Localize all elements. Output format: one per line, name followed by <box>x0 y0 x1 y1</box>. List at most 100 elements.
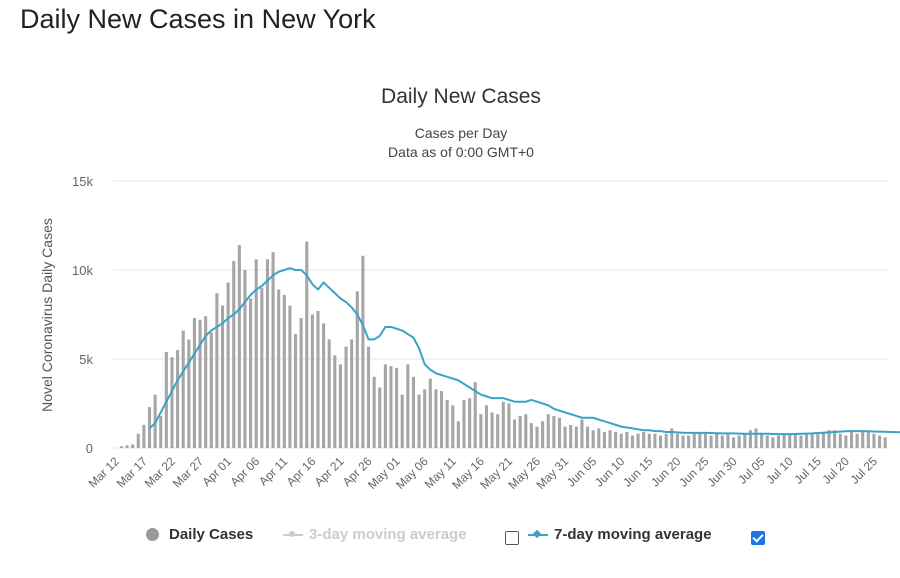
daily-cases-bar[interactable] <box>232 261 236 448</box>
daily-cases-bar[interactable] <box>378 387 382 448</box>
daily-cases-bar[interactable] <box>439 391 444 448</box>
daily-cases-bar[interactable] <box>569 424 573 448</box>
daily-cases-bar[interactable] <box>496 414 500 448</box>
daily-cases-bar[interactable] <box>788 433 792 448</box>
daily-cases-bar[interactable] <box>692 433 696 448</box>
daily-cases-bar[interactable] <box>119 446 123 448</box>
daily-cases-bar[interactable] <box>243 270 247 448</box>
legend-item-3-day-average[interactable]: 3-day moving average <box>283 526 467 543</box>
daily-cases-bar[interactable] <box>591 430 595 448</box>
daily-cases-bar[interactable] <box>557 417 562 448</box>
daily-cases-bar[interactable] <box>204 316 208 448</box>
daily-cases-bar[interactable] <box>344 346 348 448</box>
daily-cases-bar[interactable] <box>451 405 455 448</box>
daily-cases-bar[interactable] <box>715 433 719 448</box>
daily-cases-bar[interactable] <box>215 293 219 448</box>
daily-cases-bar[interactable] <box>675 433 679 448</box>
toggle-7-day-average-checkbox[interactable] <box>751 531 765 545</box>
daily-cases-bar[interactable] <box>237 245 241 448</box>
daily-cases-bar[interactable] <box>760 433 764 448</box>
daily-cases-bar[interactable] <box>630 435 635 448</box>
toggle-3-day-average-checkbox[interactable] <box>505 531 519 545</box>
daily-cases-bar[interactable] <box>844 435 848 448</box>
daily-cases-bar[interactable] <box>428 378 432 448</box>
daily-cases-bar[interactable] <box>720 435 724 448</box>
daily-cases-bar[interactable] <box>608 430 612 448</box>
legend-item-daily-cases[interactable]: Daily Cases <box>146 526 253 543</box>
daily-cases-bar[interactable] <box>732 437 736 448</box>
daily-cases-bar[interactable] <box>198 319 202 448</box>
daily-cases-bar[interactable] <box>305 241 309 448</box>
daily-cases-bar[interactable] <box>366 346 371 448</box>
daily-cases-bar[interactable] <box>322 323 326 448</box>
daily-cases-bar[interactable] <box>406 364 410 448</box>
daily-cases-bar[interactable] <box>389 366 393 448</box>
daily-cases-bar[interactable] <box>580 419 584 448</box>
daily-cases-bar[interactable] <box>754 428 758 448</box>
daily-cases-bar[interactable] <box>181 330 185 448</box>
daily-cases-bar[interactable] <box>383 364 387 448</box>
daily-cases-bar[interactable] <box>220 305 225 448</box>
daily-cases-bar[interactable] <box>142 424 146 448</box>
daily-cases-bar[interactable] <box>709 435 713 448</box>
daily-cases-bar[interactable] <box>821 431 825 448</box>
daily-cases-bar[interactable] <box>636 433 640 448</box>
daily-cases-bar[interactable] <box>462 399 466 448</box>
daily-cases-bar[interactable] <box>810 433 814 448</box>
daily-cases-bar[interactable] <box>748 430 752 448</box>
daily-cases-bar[interactable] <box>878 435 882 448</box>
daily-cases-bar[interactable] <box>737 435 741 448</box>
daily-cases-bar[interactable] <box>518 415 522 448</box>
daily-cases-bar[interactable] <box>260 287 264 448</box>
daily-cases-bar[interactable] <box>827 430 831 448</box>
daily-cases-bar[interactable] <box>293 334 298 448</box>
daily-cases-bar[interactable] <box>254 259 258 448</box>
daily-cases-bar[interactable] <box>659 435 663 448</box>
daily-cases-bar[interactable] <box>799 435 803 448</box>
daily-cases-bar[interactable] <box>625 431 629 448</box>
daily-cases-bar[interactable] <box>776 435 781 448</box>
daily-cases-bar[interactable] <box>434 389 438 448</box>
daily-cases-bar[interactable] <box>833 430 837 448</box>
daily-cases-bar[interactable] <box>805 433 809 448</box>
daily-cases-bar[interactable] <box>647 433 651 448</box>
daily-cases-bar[interactable] <box>131 444 135 448</box>
daily-cases-bar[interactable] <box>524 414 528 448</box>
daily-cases-bar[interactable] <box>541 421 545 448</box>
daily-cases-bar[interactable] <box>546 414 550 448</box>
daily-cases-bar[interactable] <box>866 431 870 448</box>
daily-cases-bar[interactable] <box>271 252 275 448</box>
daily-cases-bar[interactable] <box>614 431 618 448</box>
daily-cases-bar[interactable] <box>395 367 399 448</box>
daily-cases-bar[interactable] <box>838 433 842 448</box>
daily-cases-bar[interactable] <box>473 382 477 448</box>
daily-cases-bar[interactable] <box>512 419 517 448</box>
daily-cases-bar[interactable] <box>883 437 887 448</box>
daily-cases-bar[interactable] <box>288 305 292 448</box>
daily-cases-bar[interactable] <box>484 405 489 448</box>
daily-cases-bar[interactable] <box>355 291 359 448</box>
daily-cases-bar[interactable] <box>490 412 494 448</box>
daily-cases-bar[interactable] <box>468 398 472 448</box>
daily-cases-bar[interactable] <box>159 415 163 448</box>
daily-cases-bar[interactable] <box>529 423 533 448</box>
daily-cases-bar[interactable] <box>176 350 180 448</box>
daily-cases-bar[interactable] <box>361 255 365 448</box>
daily-cases-bar[interactable] <box>249 298 253 448</box>
daily-cases-bar[interactable] <box>726 433 730 448</box>
daily-cases-bar[interactable] <box>400 394 404 448</box>
daily-cases-bar[interactable] <box>670 428 674 448</box>
daily-cases-bar[interactable] <box>793 433 797 448</box>
daily-cases-bar[interactable] <box>333 355 337 448</box>
daily-cases-bar[interactable] <box>445 399 449 448</box>
daily-cases-bar[interactable] <box>552 415 556 448</box>
daily-cases-bar[interactable] <box>411 376 415 448</box>
daily-cases-bar[interactable] <box>765 435 769 448</box>
daily-cases-bar[interactable] <box>535 426 539 448</box>
daily-cases-bar[interactable] <box>136 433 140 448</box>
daily-cases-bar[interactable] <box>507 403 511 449</box>
daily-cases-bar[interactable] <box>282 294 286 448</box>
daily-cases-bar[interactable] <box>597 428 601 448</box>
daily-cases-bar[interactable] <box>653 433 657 448</box>
daily-cases-bar[interactable] <box>423 389 427 448</box>
